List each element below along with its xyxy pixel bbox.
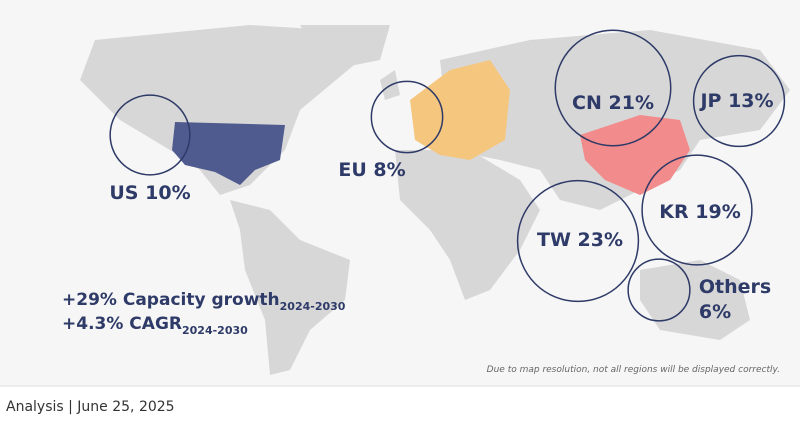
region-share: 6% xyxy=(699,301,731,323)
region-label: CN 21% xyxy=(572,92,654,114)
growth-line: +29% Capacity growth2024-2030 xyxy=(62,290,346,313)
region-label: JP 13% xyxy=(698,90,773,112)
region-name: CN xyxy=(572,92,602,114)
region-share: 10% xyxy=(145,182,190,204)
growth-period: 2024-2030 xyxy=(280,300,346,313)
region-label: EU 8% xyxy=(338,159,405,181)
region-share: 21% xyxy=(609,92,654,114)
region-label: Others 6% xyxy=(699,276,771,323)
share-circle xyxy=(692,54,786,148)
region-share: 13% xyxy=(728,90,773,112)
growth-line: +4.3% CAGR2024-2030 xyxy=(62,314,248,337)
region-name: JP xyxy=(698,90,721,112)
eu-shape xyxy=(410,60,510,160)
share-circle xyxy=(627,258,691,322)
us-shape xyxy=(172,122,285,185)
region-share: 8% xyxy=(373,159,405,181)
region-name: TW xyxy=(537,229,571,251)
share-circle xyxy=(554,29,672,147)
region-label: US 10% xyxy=(109,182,190,204)
region-name: Others xyxy=(699,276,771,298)
region-label: TW 23% xyxy=(537,229,623,251)
note: Due to map resolution, not all regions w… xyxy=(487,365,780,375)
region-label: KR 19% xyxy=(659,201,740,223)
region-name: US xyxy=(109,182,138,204)
footer: Analysis | June 25, 2025 xyxy=(6,399,175,415)
region-share: 19% xyxy=(695,201,740,223)
growth-text: +4.3% CAGR xyxy=(62,314,182,334)
share-circle xyxy=(370,80,444,154)
share-circle xyxy=(516,179,640,303)
region-name: KR xyxy=(659,201,689,223)
region-name: EU xyxy=(338,159,366,181)
share-circle xyxy=(109,94,191,176)
region-share: 23% xyxy=(578,229,623,251)
growth-text: +29% Capacity growth xyxy=(62,290,280,310)
growth-period: 2024-2030 xyxy=(182,324,248,337)
cn-shape xyxy=(580,115,690,195)
share-circle xyxy=(641,154,753,266)
